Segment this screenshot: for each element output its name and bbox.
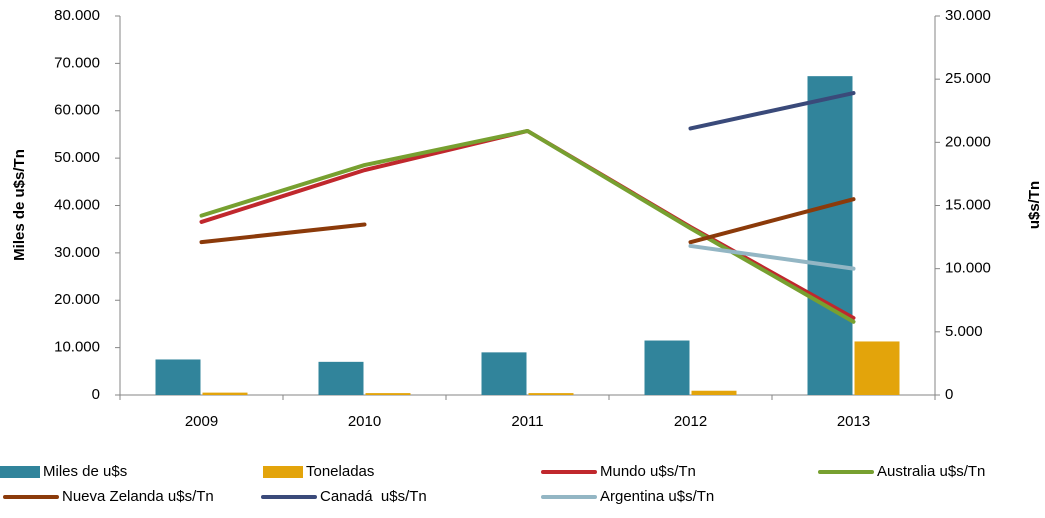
bar xyxy=(807,76,853,395)
y2-tick-label: 0 xyxy=(945,386,953,403)
y-tick-label: 0 xyxy=(92,386,100,403)
y-tick-label: 80.000 xyxy=(54,7,100,24)
line-series xyxy=(199,128,856,324)
line-series xyxy=(688,91,856,131)
y2-tick-label: 10.000 xyxy=(945,260,991,277)
x-tick-label: 2012 xyxy=(674,413,707,430)
y-tick-label: 40.000 xyxy=(54,196,100,213)
y2-tick-label: 15.000 xyxy=(945,196,991,213)
y2-tick-label: 30.000 xyxy=(945,7,991,24)
bar xyxy=(202,392,248,395)
y2-tick-label: 20.000 xyxy=(945,133,991,150)
legend-label: Miles de u$s xyxy=(43,463,127,480)
bar xyxy=(644,340,690,395)
legend-label: Australia u$s/Tn xyxy=(877,463,985,480)
x-tick-label: 2013 xyxy=(837,413,870,430)
legend-swatch xyxy=(0,466,40,478)
legend-label: Mundo u$s/Tn xyxy=(600,463,696,480)
y-tick-label: 10.000 xyxy=(54,339,100,356)
bar xyxy=(365,393,411,395)
x-tick-label: 2010 xyxy=(348,413,381,430)
bar xyxy=(481,352,527,395)
bar xyxy=(854,341,900,395)
legend-label: Canadá u$s/Tn xyxy=(320,488,427,505)
legend-label: Toneladas xyxy=(306,463,374,480)
legend-swatch xyxy=(263,466,303,478)
line-series xyxy=(688,243,856,271)
y2-tick-label: 5.000 xyxy=(945,323,983,340)
y-axis-title: Miles de u$s/Tn xyxy=(11,149,28,261)
y-tick-label: 60.000 xyxy=(54,102,100,119)
bar xyxy=(318,361,364,395)
y-tick-label: 70.000 xyxy=(54,54,100,71)
y-tick-label: 30.000 xyxy=(54,244,100,261)
legend-label: Argentina u$s/Tn xyxy=(600,488,714,505)
legend-label: Nueva Zelanda u$s/Tn xyxy=(62,488,214,505)
bar xyxy=(691,390,737,395)
bar xyxy=(528,393,574,395)
y2-axis-title: u$s/Tn xyxy=(1026,181,1043,229)
bar xyxy=(155,359,201,395)
x-tick-label: 2011 xyxy=(511,413,543,430)
y2-tick-label: 25.000 xyxy=(945,70,991,87)
line-series xyxy=(199,197,856,245)
y-tick-label: 20.000 xyxy=(54,291,100,308)
y-tick-label: 50.000 xyxy=(54,149,100,166)
x-tick-label: 2009 xyxy=(185,413,218,430)
